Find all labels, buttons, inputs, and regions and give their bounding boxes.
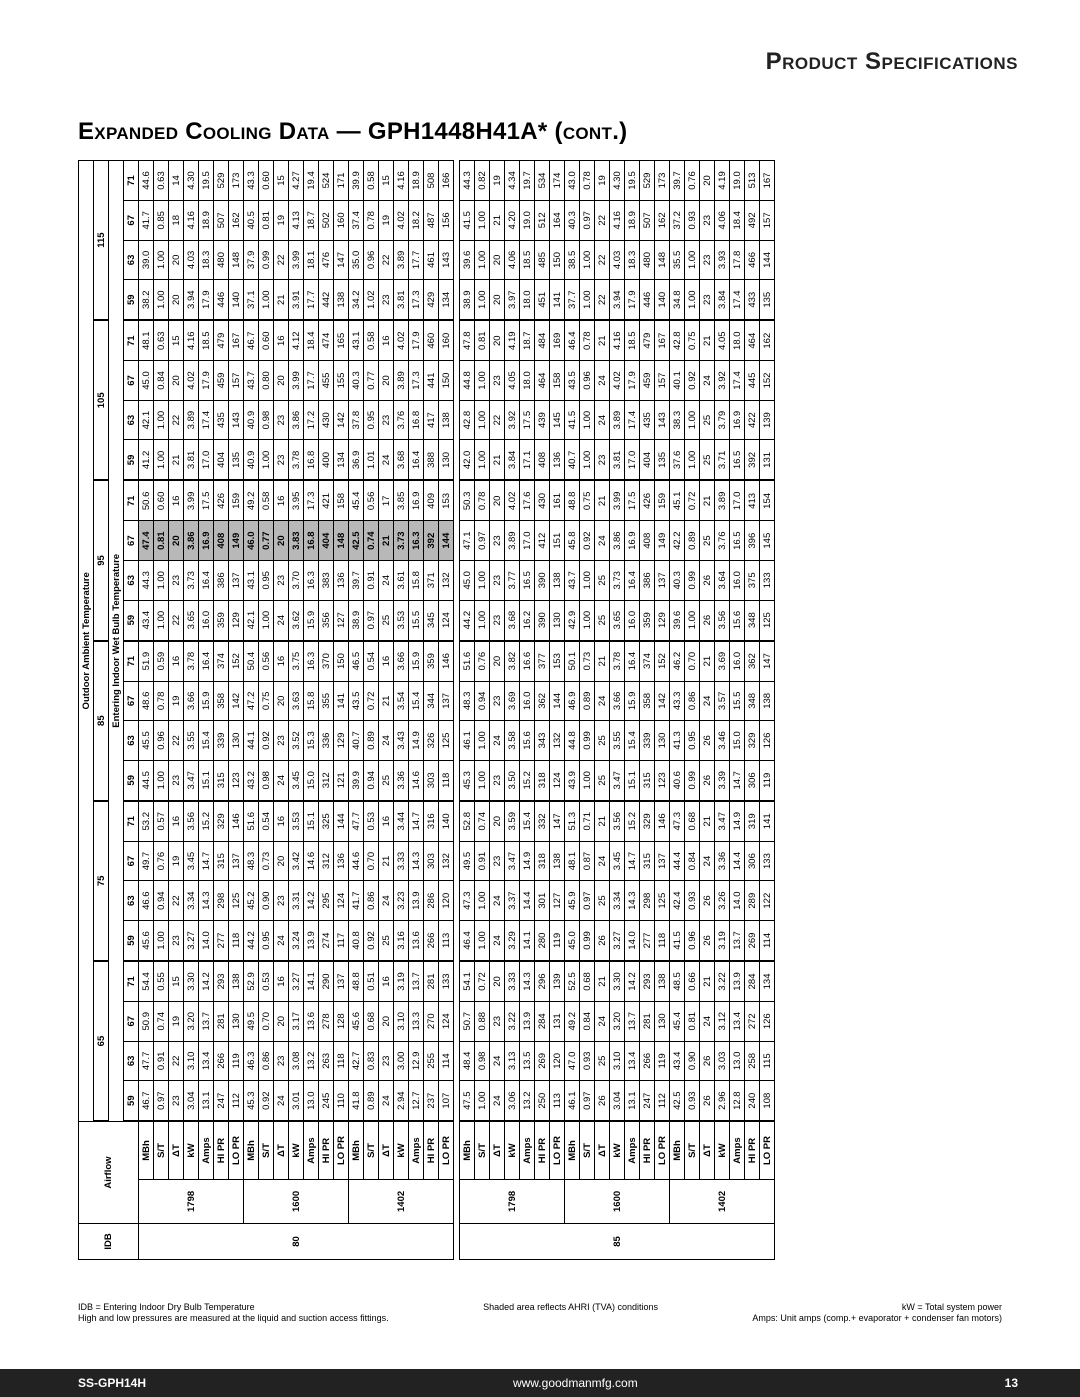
footer-url: www.goodmanmfg.com <box>146 1376 1005 1390</box>
page-title: Expanded Cooling Data — GPH1448H41A* (co… <box>78 118 627 146</box>
footnote-idb: IDB = Entering Indoor Dry Bulb Temperatu… <box>78 1302 389 1314</box>
footnote-shaded: Shaded area reflects AHRI (TVA) conditio… <box>483 1302 658 1325</box>
footnote-kw: kW = Total system power <box>752 1302 1002 1314</box>
cooling-data-table: IDBAirflowOutdoor Ambient Temperature657… <box>78 160 775 1260</box>
footnote-amps: Amps: Unit amps (comp.+ evaporator + con… <box>752 1313 1002 1325</box>
product-spec-header: Product Specifications <box>766 48 1018 76</box>
footnotes: IDB = Entering Indoor Dry Bulb Temperatu… <box>78 1302 1002 1325</box>
page-footer: SS-GPH14H www.goodmanmfg.com 13 <box>0 1369 1080 1397</box>
footer-doc-id: SS-GPH14H <box>0 1376 146 1390</box>
footnote-pressures: High and low pressures are measured at t… <box>78 1313 389 1325</box>
footer-page-num: 13 <box>1005 1376 1080 1390</box>
cooling-data-table-wrap: IDBAirflowOutdoor Ambient Temperature657… <box>78 160 775 1260</box>
